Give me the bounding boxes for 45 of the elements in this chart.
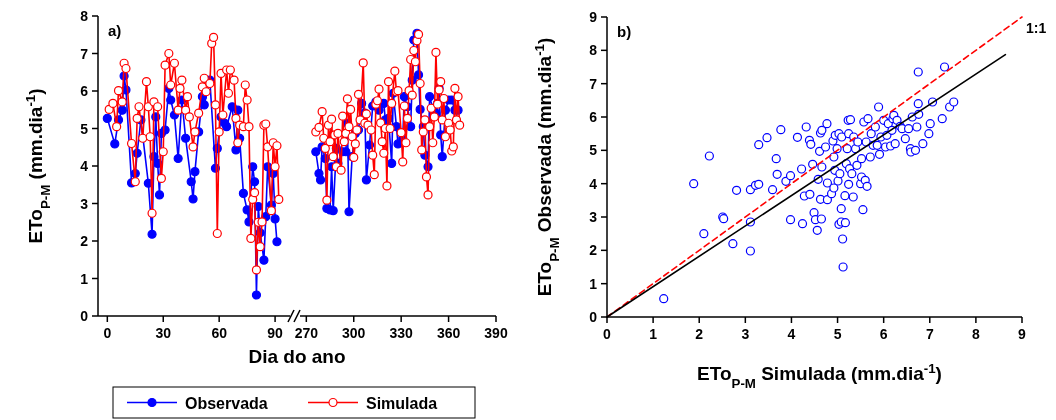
series-label: 1:1 — [1026, 20, 1047, 36]
x-tick-label: 270 — [294, 325, 319, 341]
x-axis-title: ETo$_{P-M}$ Simulada (mm.dia$^{-1}$) — [697, 360, 942, 391]
x-tick-label: 2 — [695, 326, 704, 342]
x-tick-label: 60 — [211, 325, 228, 341]
x-tick-label: 90 — [267, 325, 284, 341]
x-tick-label: 3 — [741, 326, 750, 342]
chart-title: a) — [108, 22, 122, 39]
x-tick-label: 7 — [925, 326, 934, 342]
y-tick-label: 4 — [589, 175, 598, 192]
y-tick-label: 7 — [80, 45, 89, 62]
x-tick-label: 1 — [649, 326, 658, 342]
y-tick-label: 4 — [80, 158, 89, 174]
legend-label: Simulada — [366, 394, 438, 412]
y-tick-label: 6 — [80, 83, 89, 99]
y-tick-label: 1 — [589, 275, 598, 292]
x-tick-label: 5 — [833, 326, 842, 342]
y-tick-label: 9 — [589, 9, 598, 25]
x-tick-label: 0 — [103, 325, 112, 341]
x-tick-label: 0 — [603, 326, 612, 342]
x-tick-label: 390 — [484, 325, 508, 341]
y-tick-label: 2 — [80, 233, 89, 249]
y-tick-label: 0 — [589, 309, 598, 325]
x-tick-label: 30 — [155, 325, 172, 341]
x-tick-label: 4 — [787, 326, 796, 342]
x-tick-label: 6 — [879, 326, 888, 342]
y-tick-label: 3 — [589, 209, 598, 225]
y-tick-label: 8 — [80, 8, 89, 24]
x-tick-label: 360 — [436, 325, 461, 341]
y-tick-label: 8 — [589, 42, 598, 59]
chart-title: b) — [617, 23, 632, 40]
x-tick-label: 9 — [1018, 326, 1027, 342]
y-tick-label: 3 — [80, 195, 89, 212]
y-tick-label: 0 — [80, 308, 89, 324]
legend-label: Observada — [185, 394, 268, 412]
y-tick-label: 5 — [589, 142, 598, 159]
y-tick-label: 1 — [80, 270, 89, 287]
y-tick-label: 6 — [589, 109, 598, 125]
y-tick-label: 2 — [589, 242, 598, 259]
y-tick-label: 5 — [80, 120, 89, 137]
y-tick-label: 7 — [589, 75, 598, 92]
x-tick-label: 8 — [971, 326, 980, 342]
x-tick-label: 300 — [342, 325, 366, 341]
x-axis-title: Dia do ano — [248, 346, 346, 367]
x-tick-label: 330 — [389, 325, 414, 341]
